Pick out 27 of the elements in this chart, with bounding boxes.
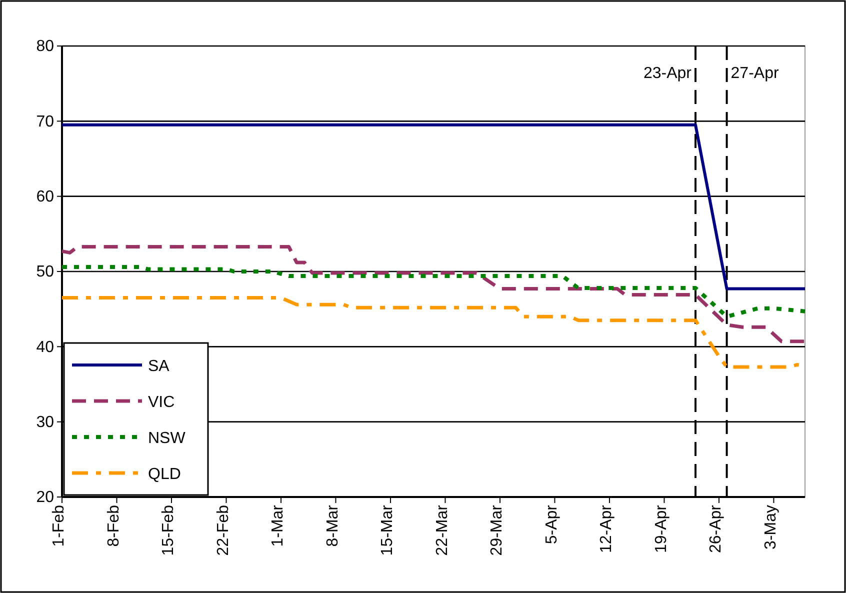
x-tick-label: 22-Feb — [214, 504, 232, 556]
x-tick-label: 19-Apr — [652, 504, 670, 554]
x-tick-label: 22-Mar — [434, 504, 451, 556]
ref-line-label: 23-Apr — [643, 65, 692, 82]
y-tick-label: 20 — [36, 489, 54, 506]
legend-label: NSW — [148, 430, 186, 447]
x-tick-label: 29-Mar — [488, 504, 506, 556]
y-tick-label: 70 — [36, 113, 54, 130]
y-tick-label: 30 — [36, 414, 54, 431]
x-tick-label: 3-May — [762, 505, 780, 550]
ref-line-label: 27-Apr — [730, 65, 780, 82]
x-tick-label: 8-Feb — [105, 504, 122, 547]
x-tick-label: 5-Apr — [543, 504, 560, 544]
y-tick-label: 80 — [36, 38, 54, 56]
x-tick-label: 15-Mar — [379, 504, 396, 556]
x-tick-label: 1-Mar — [270, 504, 287, 547]
x-tick-label: 8-Mar — [324, 504, 342, 547]
x-tick-label: 26-Apr — [708, 504, 725, 554]
y-tick-label: 50 — [36, 264, 54, 281]
y-tick-label: 60 — [36, 188, 54, 206]
x-tick-label: 15-Feb — [160, 504, 178, 556]
y-tick-label: 40 — [36, 338, 54, 356]
x-tick-label: 1-Feb — [50, 504, 68, 547]
legend-label: SA — [148, 358, 170, 375]
legend-label: QLD — [148, 466, 181, 483]
x-tick-label: 12-Apr — [598, 504, 616, 554]
legend-label: VIC — [148, 394, 175, 411]
